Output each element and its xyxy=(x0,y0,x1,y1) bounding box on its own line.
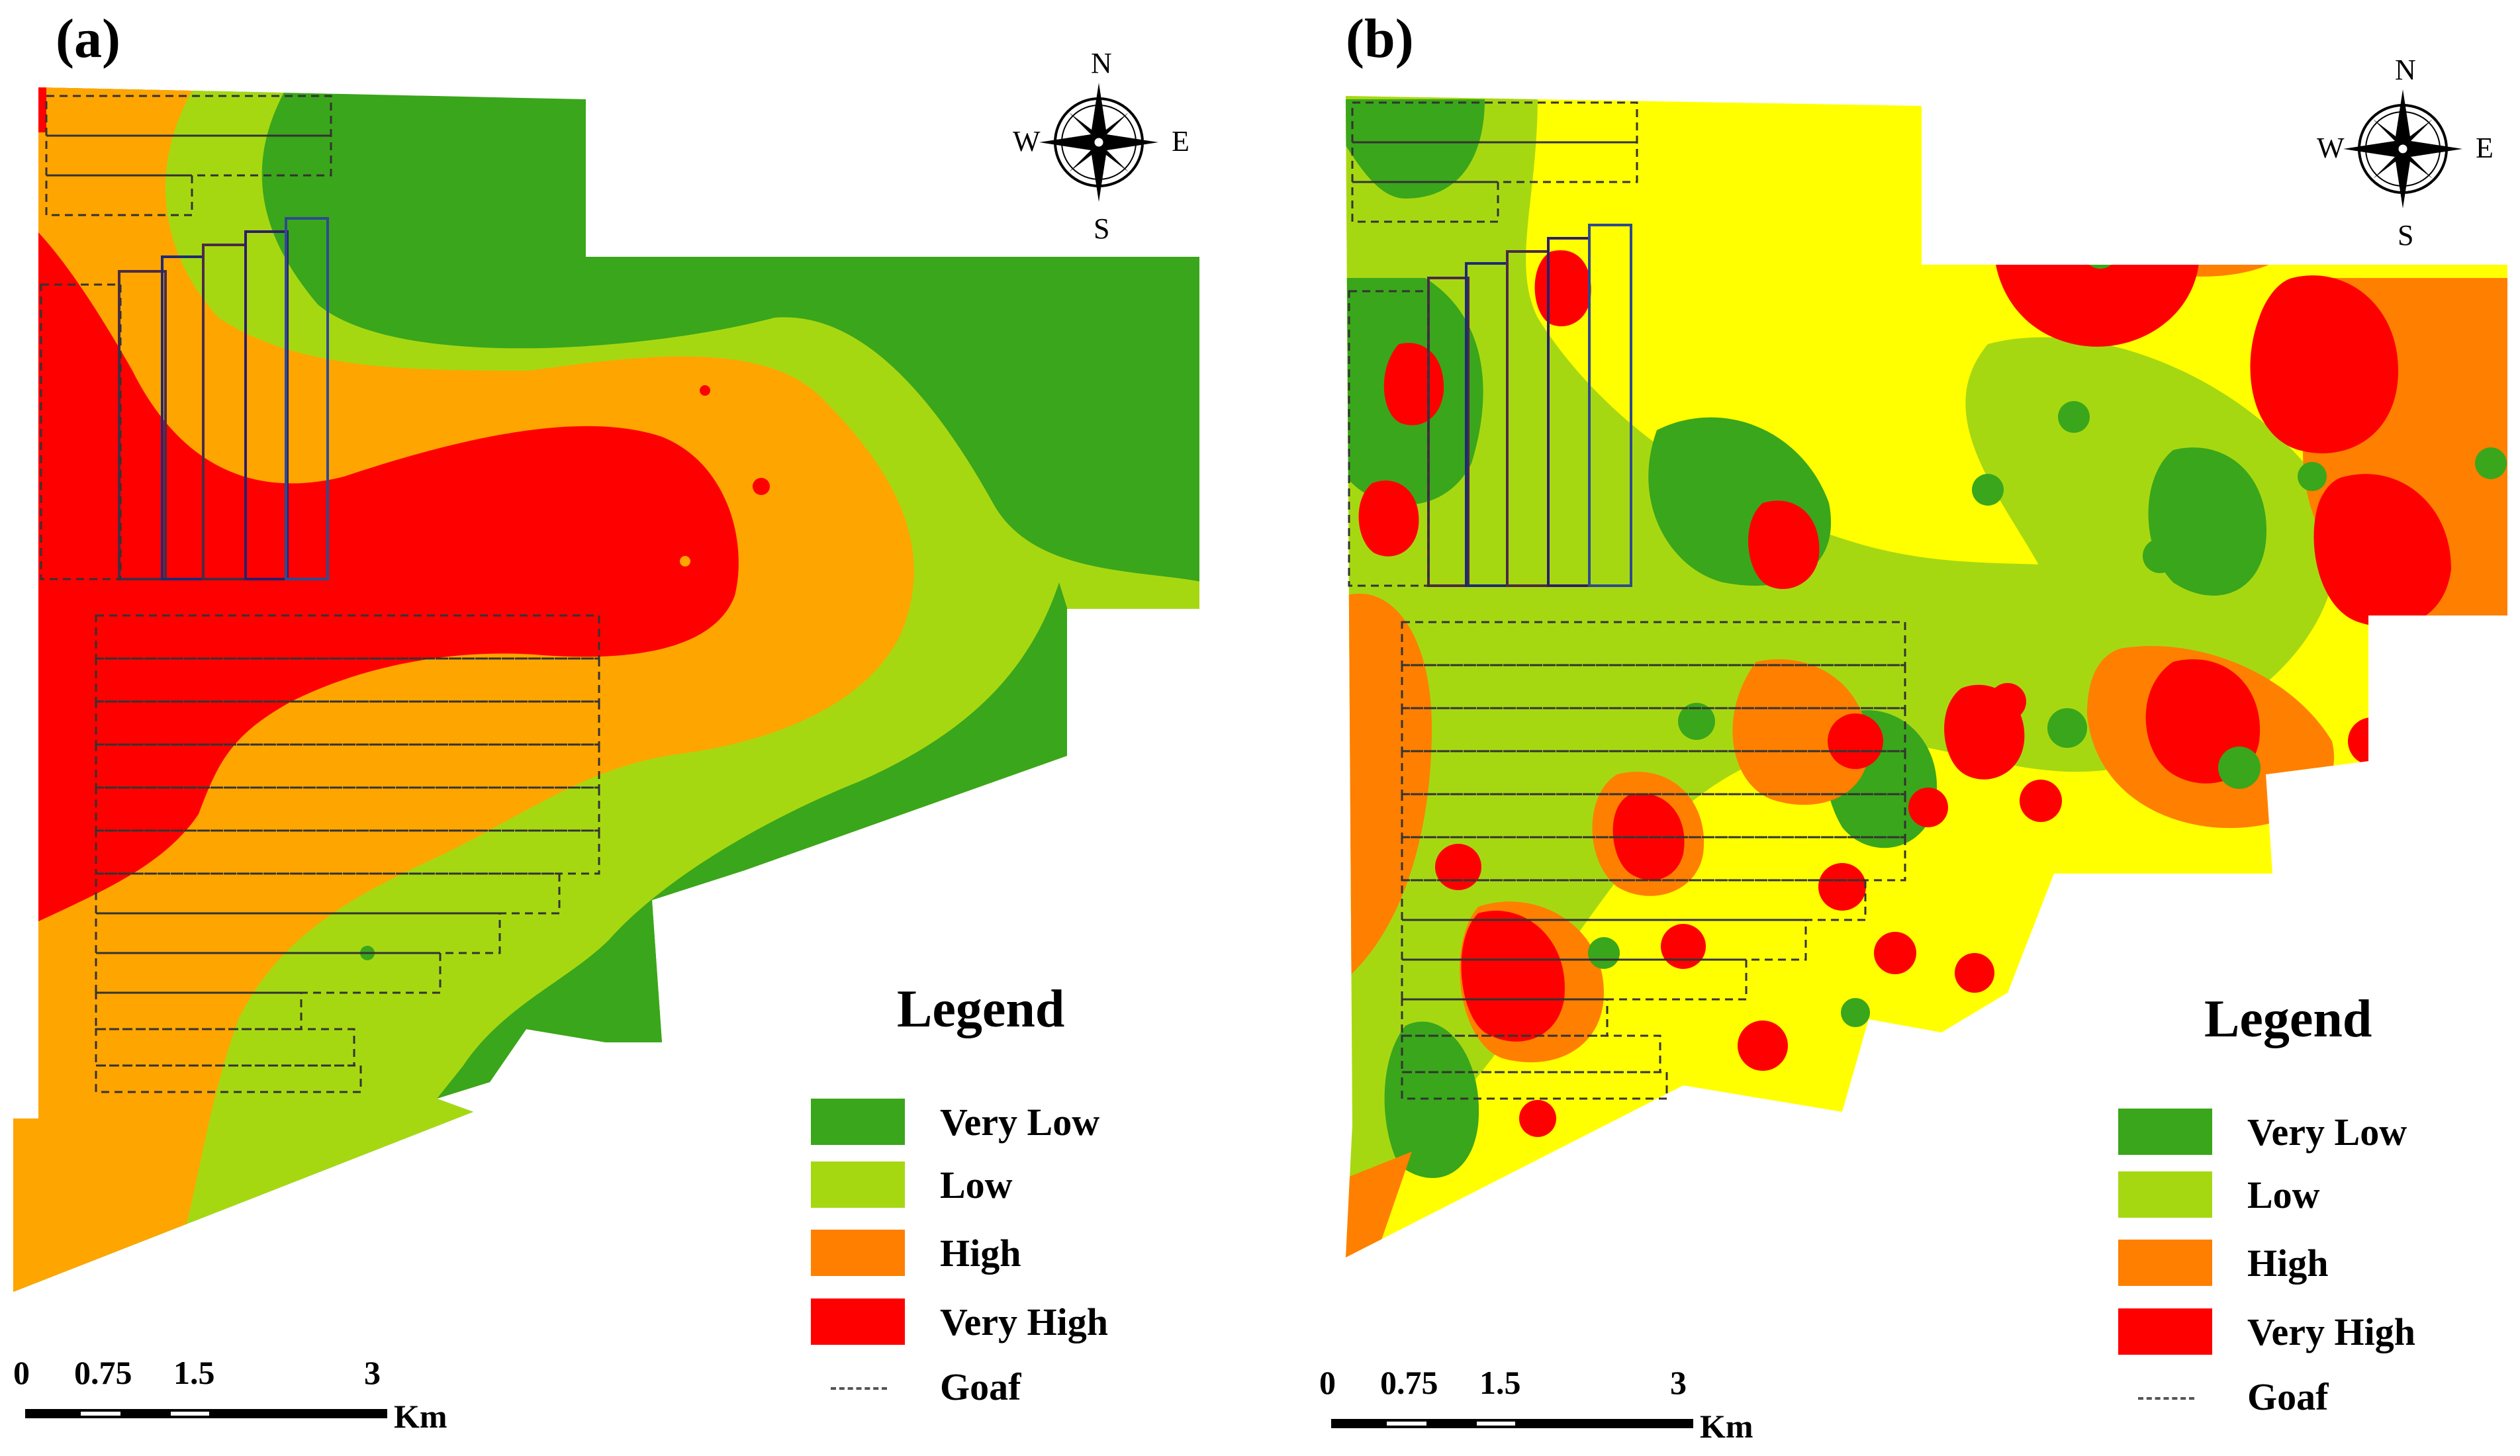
zone-low-b xyxy=(1346,96,2218,1191)
compass-east-label: E xyxy=(1172,125,1190,158)
zonation-map-b xyxy=(1346,96,2507,1257)
compass-south-label: S xyxy=(1094,212,1110,245)
legend-item-low: Low xyxy=(2118,1171,2489,1222)
map-panel-a: (a) xyxy=(0,0,1260,1443)
zone-very-high-b xyxy=(1358,143,2451,1137)
compass-east-label: E xyxy=(2476,132,2494,164)
legend-item-goaf: Goaf xyxy=(811,1363,1182,1414)
compass-north-label: N xyxy=(2395,54,2416,86)
compass-south-label: S xyxy=(2398,219,2414,251)
zone-very-high xyxy=(13,199,739,940)
legend-item-very-high: Very High xyxy=(811,1298,1182,1349)
legend-title: Legend xyxy=(897,980,1065,1038)
goaf-dash-icon xyxy=(831,1387,887,1390)
map-panel-b: (b) xyxy=(1260,0,2519,1445)
legend-swatch-very-high xyxy=(811,1298,905,1345)
panel-label-b: (b) xyxy=(1346,8,1414,69)
legend-item-goaf: Goaf xyxy=(2118,1373,2489,1424)
goaf-dash-icon xyxy=(2138,1397,2194,1400)
legend-title: Legend xyxy=(2204,990,2372,1048)
legend-swatch-low xyxy=(811,1161,905,1208)
north-arrow-b: N W E S xyxy=(2317,53,2494,251)
legend-item-very-low: Very Low xyxy=(811,1099,1182,1149)
legend-item-low: Low xyxy=(811,1161,1182,1212)
compass-rose-icon xyxy=(2343,89,2462,208)
legend-swatch-very-low xyxy=(2118,1109,2212,1155)
panel-label-a: (a) xyxy=(56,8,120,69)
legend-item-high: High xyxy=(2118,1240,2489,1290)
legend-swatch-high xyxy=(811,1230,905,1276)
legend-item-very-low: Very Low xyxy=(2118,1109,2489,1159)
scale-bar-a: 0 0.75 1.5 3 Km xyxy=(13,1354,447,1435)
legend-item-very-high: Very High xyxy=(2118,1308,2489,1359)
compass-rose-icon xyxy=(1039,83,1158,202)
scale-bar-b: 0 0.75 1.5 3 Km xyxy=(1319,1364,1753,1445)
legend-swatch-very-high xyxy=(2118,1308,2212,1355)
north-arrow-a: N W E S xyxy=(1013,46,1190,245)
zonation-map-a xyxy=(13,87,1199,1292)
compass-west-label: W xyxy=(1013,125,1041,158)
panel-outlines-a xyxy=(118,217,329,580)
legend-item-high: High xyxy=(811,1230,1182,1280)
goaf-outlines-b xyxy=(1348,101,1906,1100)
legend-swatch-low xyxy=(2118,1171,2212,1218)
goaf-outlines-a xyxy=(40,95,600,1093)
panel-outlines-b xyxy=(1427,224,1632,587)
compass-west-label: W xyxy=(2317,132,2345,164)
legend-swatch-high xyxy=(2118,1240,2212,1286)
legend-swatch-very-low xyxy=(811,1099,905,1145)
compass-north-label: N xyxy=(1091,47,1112,79)
